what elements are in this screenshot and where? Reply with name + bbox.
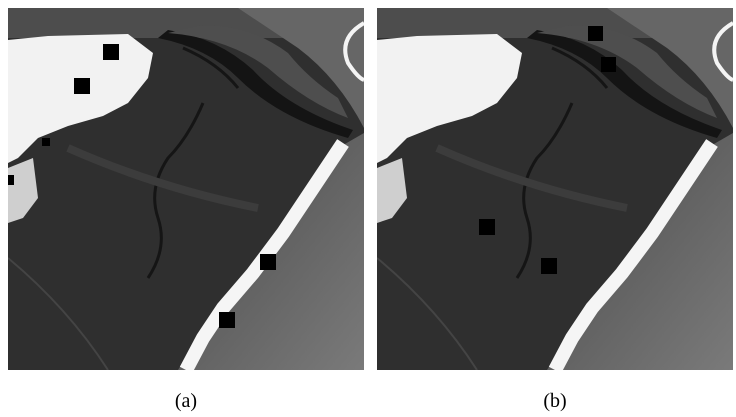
caption: (a) xyxy=(175,390,197,412)
figure: (a) (b) xyxy=(0,0,736,417)
panel-a-image xyxy=(8,8,364,370)
panel-b-image xyxy=(377,8,733,370)
caption: (b) xyxy=(543,390,566,412)
